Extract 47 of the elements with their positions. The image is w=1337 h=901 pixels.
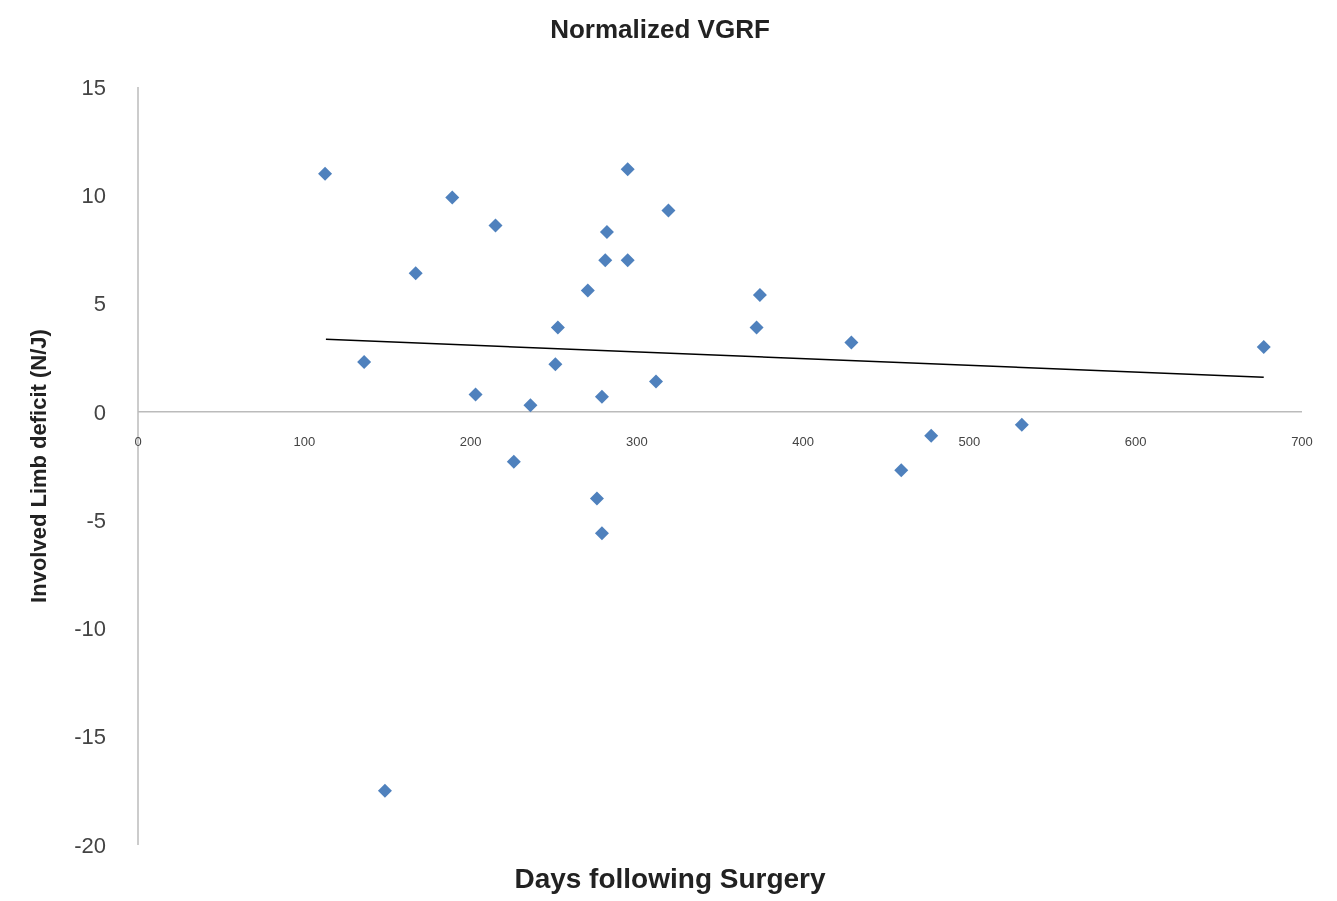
point — [468, 387, 483, 402]
x-tick-label: 100 — [293, 433, 316, 449]
point — [589, 491, 604, 506]
point — [844, 335, 859, 350]
point — [548, 357, 563, 372]
point — [894, 463, 909, 478]
point — [318, 166, 333, 181]
point — [506, 454, 521, 469]
x-tick-label: 700 — [1291, 433, 1313, 449]
point — [1256, 339, 1271, 354]
y-tick-label: 15 — [81, 74, 106, 100]
x-tick-label: 400 — [792, 433, 814, 449]
y-tick-label: -15 — [74, 724, 106, 750]
point — [749, 320, 764, 335]
point — [580, 283, 595, 298]
point — [620, 162, 635, 177]
point — [377, 783, 392, 798]
y-tick-label: -5 — [86, 507, 106, 533]
x-tick-label: 500 — [958, 433, 981, 449]
x-tick-label: 0 — [134, 433, 142, 449]
x-tick-label: 200 — [459, 433, 482, 449]
point — [594, 389, 609, 404]
point — [598, 253, 613, 268]
point — [752, 287, 767, 302]
point — [550, 320, 565, 335]
point — [620, 253, 635, 268]
x-tick-label: 300 — [626, 433, 648, 449]
y-tick-label: 10 — [81, 182, 106, 208]
point — [357, 355, 372, 370]
y-tick-label: -10 — [74, 616, 106, 642]
point — [924, 428, 939, 443]
point — [648, 374, 663, 389]
point — [488, 218, 503, 233]
point — [1014, 417, 1029, 432]
y-tick-label: -20 — [74, 832, 106, 858]
chart-title: Normalized VGRF — [550, 14, 770, 44]
point — [445, 190, 460, 205]
x-axis-title: Days following Surgery — [514, 863, 827, 894]
point — [594, 526, 609, 541]
y-tick-label: 0 — [93, 399, 106, 425]
point — [523, 398, 538, 413]
point — [661, 203, 676, 218]
y-axis-title: Involved Limb deficit (N/J) — [26, 329, 51, 603]
point — [599, 225, 614, 240]
y-tick-label: 5 — [93, 291, 106, 317]
point — [408, 266, 423, 281]
x-tick-label: 600 — [1124, 433, 1147, 449]
